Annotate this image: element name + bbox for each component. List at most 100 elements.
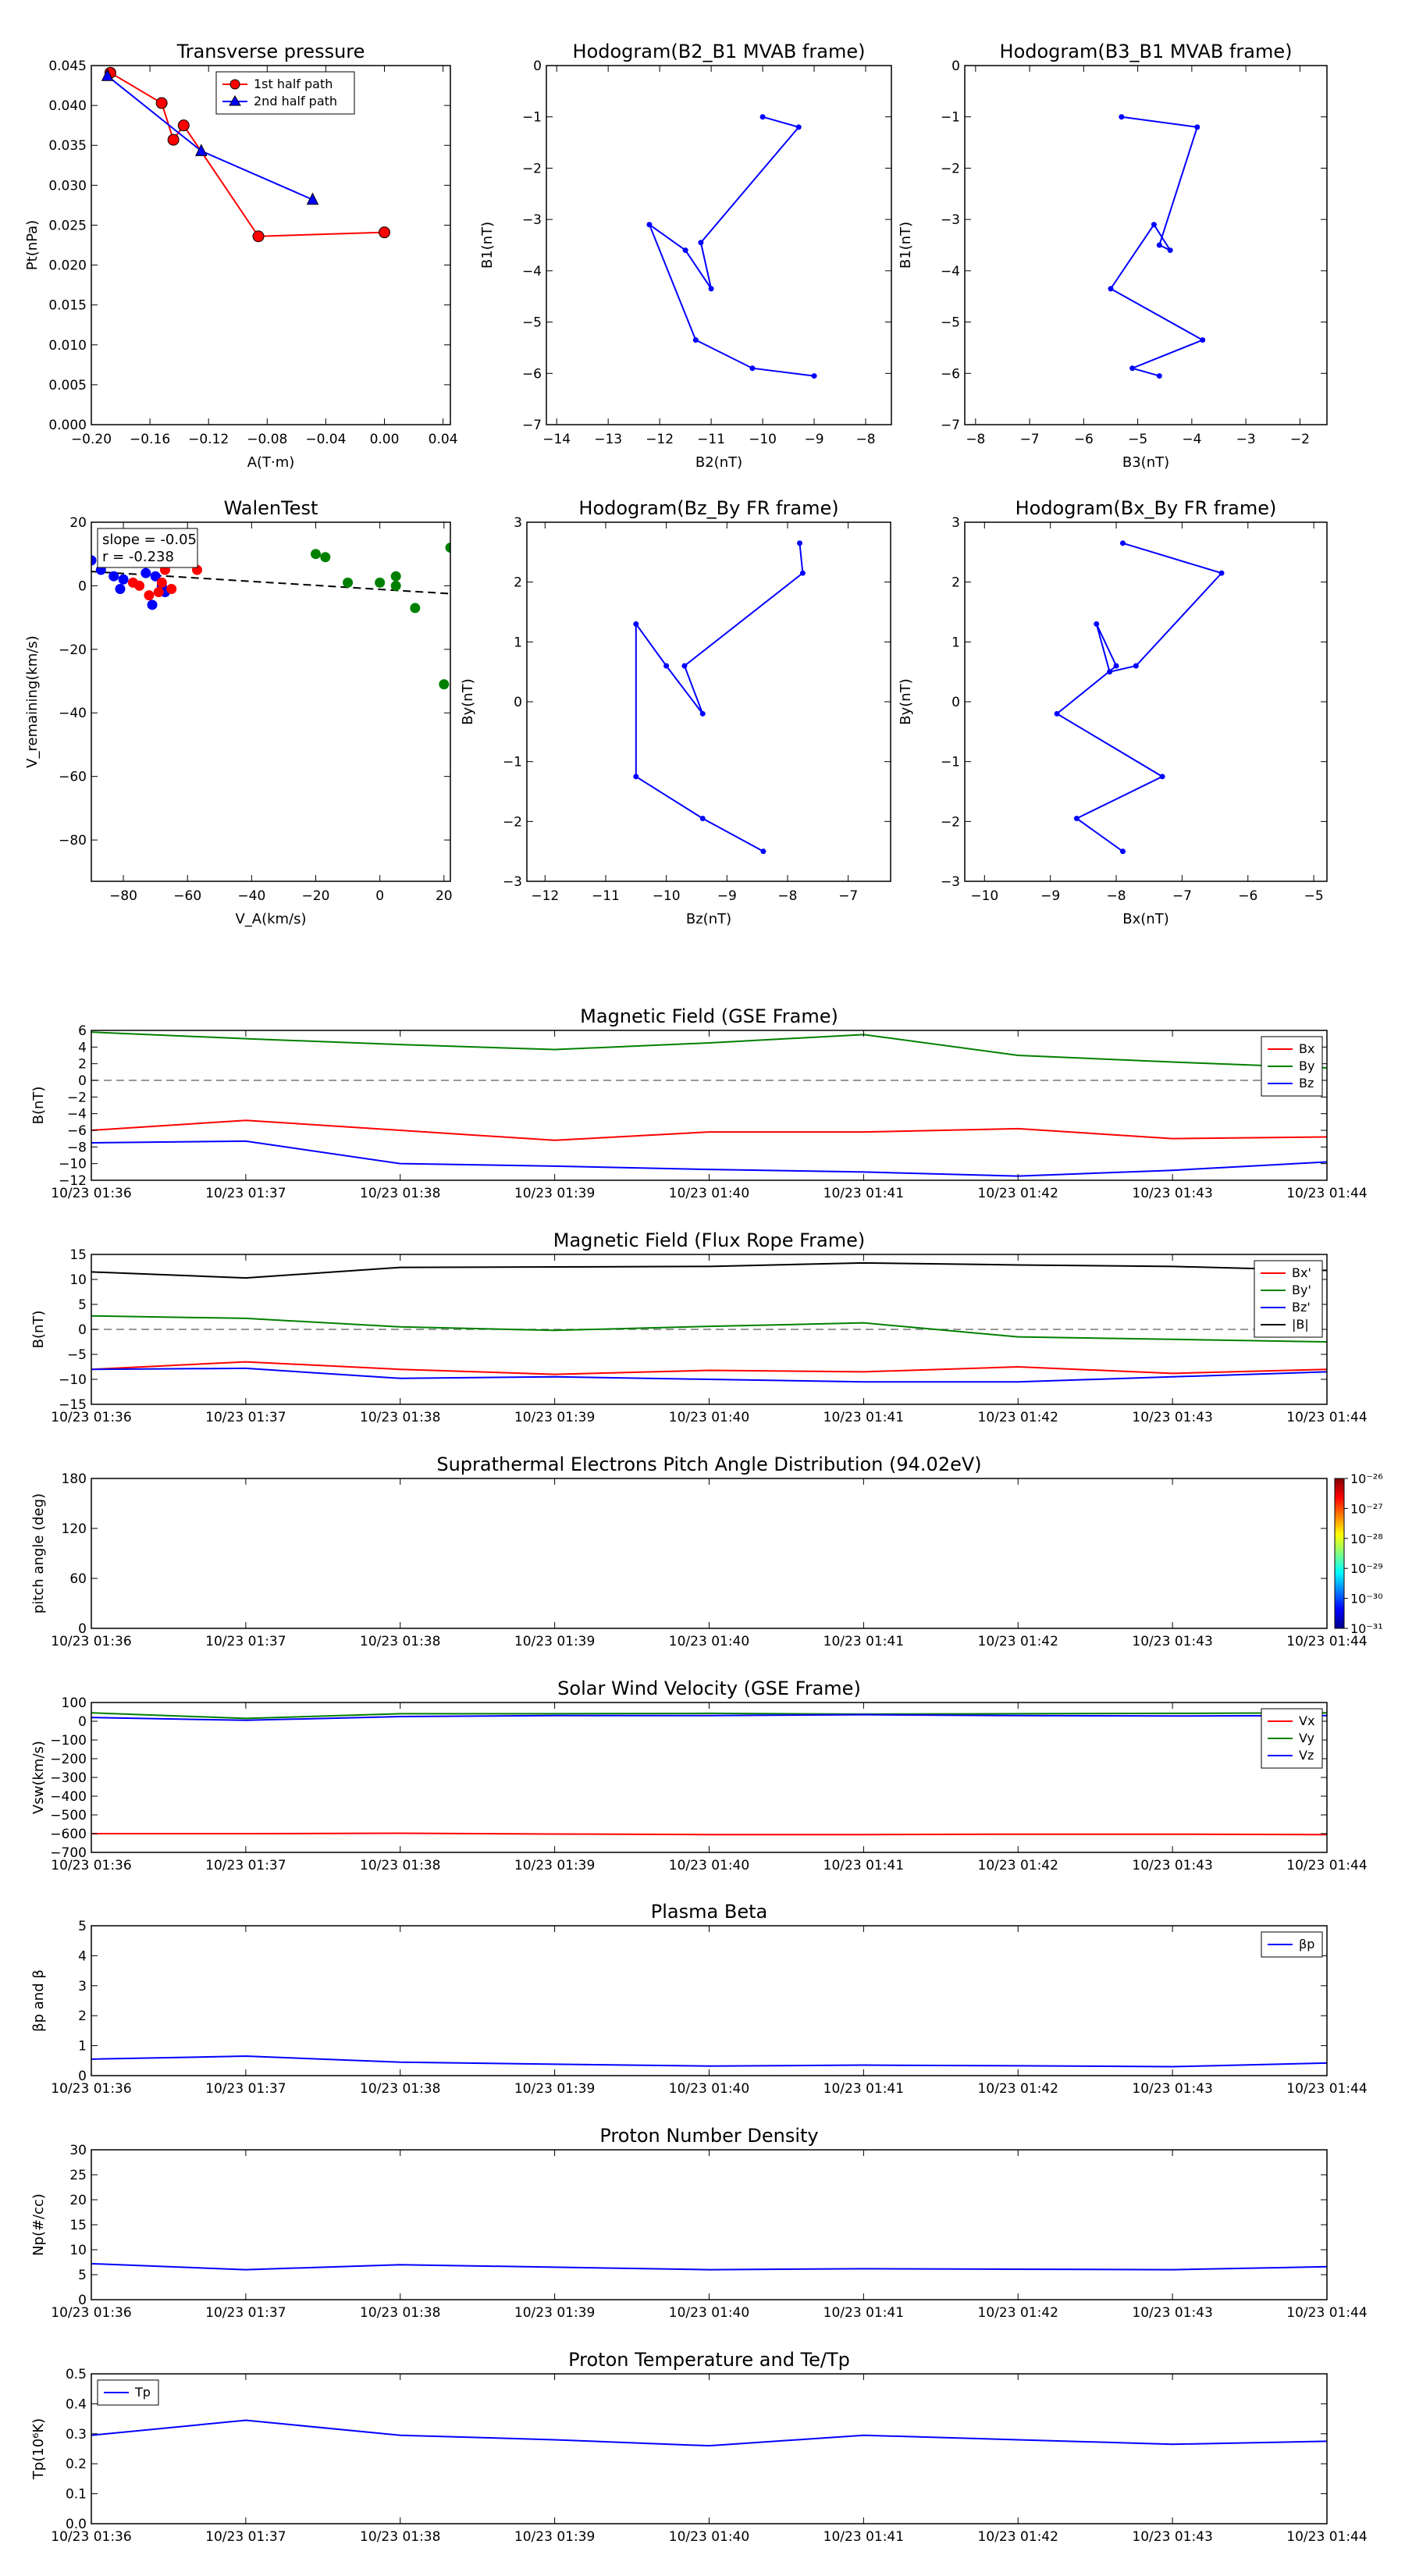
- transverse-pressure-marker: [252, 230, 265, 243]
- hodogram-b2-b1-series-0-line: [647, 116, 815, 377]
- colorbar-tick-label: 10⁻³⁰: [1350, 1592, 1383, 1606]
- hodogram-bx-by-ytick-label: 3: [951, 515, 960, 531]
- hodogram-b2-b1-marker: [708, 286, 714, 292]
- walen-test-point: [108, 571, 119, 582]
- sw-velocity-xtick-label: 10/23 01:42: [978, 1858, 1058, 1873]
- hodogram-b2-b1-marker: [698, 240, 704, 246]
- proton-temperature-xtick-label: 10/23 01:39: [514, 2529, 595, 2545]
- plasma-beta-xtick-label: 10/23 01:38: [360, 2081, 440, 2097]
- mag-field-fr-series-0-line: [91, 1361, 1327, 1375]
- mag-field-gse-ytick-label: 4: [78, 1040, 87, 1055]
- transverse-pressure-ytick-label: 0.035: [48, 138, 87, 154]
- mag-field-fr-data: [91, 1261, 1327, 1383]
- hodogram-bx-by-marker: [1119, 849, 1126, 855]
- sw-velocity-ytick-label: −600: [50, 1827, 87, 1842]
- hodogram-bx-by-xtick-label: −9: [1040, 888, 1060, 904]
- transverse-pressure-ytick-label: 0.015: [48, 298, 87, 314]
- sw-velocity-xtick-label: 10/23 01:36: [51, 1858, 131, 1873]
- mag-field-fr-xtick-label: 10/23 01:44: [1286, 1410, 1367, 1425]
- mag-field-fr-ytick-label: −5: [67, 1347, 87, 1363]
- hodogram-b3-b1-xtick-label: −8: [966, 432, 985, 447]
- mag-field-gse-data: [91, 1031, 1327, 1177]
- hodogram-bz-by-marker: [663, 663, 670, 669]
- walen-test-point: [445, 543, 450, 553]
- proton-temperature-xtick-label: 10/23 01:40: [669, 2529, 749, 2545]
- hodogram-bx-by-xlabel: Bx(nT): [1122, 911, 1168, 927]
- pitch-angle-ytick-label: 0: [78, 1621, 87, 1637]
- pitch-angle-frame: [91, 1478, 1328, 1629]
- sw-velocity-ylabel: Vsw(km/s): [30, 1741, 47, 1814]
- walen-test-xlabel: V_A(km/s): [235, 911, 306, 927]
- walen-test-point: [153, 587, 164, 598]
- hodogram-bz-by-ytick-label: 1: [514, 635, 522, 650]
- pitch-angle-xtick-label: 10/23 01:42: [978, 1634, 1058, 1649]
- plasma-beta-ytick-label: 1: [78, 2039, 87, 2055]
- hodogram-b2-b1-xtick-label: −11: [697, 432, 725, 447]
- walen-test-ytick-label: −80: [59, 833, 87, 849]
- transverse-pressure-ytick-label: 0.040: [48, 98, 87, 114]
- proton-temperature-xtick-label: 10/23 01:44: [1286, 2529, 1367, 2545]
- walen-test-point: [140, 568, 151, 578]
- walen-test-xtick-label: 20: [436, 888, 453, 904]
- hodogram-b3-b1-xlabel: B3(nT): [1122, 454, 1169, 471]
- hodogram-bz-by-xtick-label: −9: [717, 888, 737, 904]
- hodogram-b2-b1-xtick-label: −13: [594, 432, 622, 447]
- hodogram-b3-b1-marker: [1119, 114, 1125, 120]
- mag-field-fr-legend-label: Bx': [1292, 1265, 1311, 1280]
- hodogram-bz-by-series-0-line: [635, 543, 804, 852]
- sw-velocity-ytick-label: 100: [62, 1695, 87, 1711]
- mag-field-fr-xtick-label: 10/23 01:40: [669, 1410, 749, 1425]
- colorbar-tick-label: 10⁻²⁷: [1350, 1501, 1383, 1516]
- plasma-beta-data: [91, 2055, 1327, 2068]
- proton-temperature-ytick-label: 0.4: [66, 2396, 87, 2412]
- transverse-pressure-ytick-label: 0.000: [48, 418, 87, 433]
- hodogram-bx-by-series-0-line: [1055, 542, 1223, 852]
- chart-sw-velocity: Solar Wind Velocity (GSE Frame) −700 −600 −…: [30, 1678, 1368, 1873]
- hodogram-b3-b1-marker: [1194, 124, 1200, 130]
- hodogram-b2-b1-xtick-label: −9: [805, 432, 824, 447]
- hodogram-b3-b1-ytick-label: 0: [951, 59, 960, 74]
- hodogram-bz-by-marker: [799, 570, 806, 576]
- hodogram-bx-by-ytick-label: 0: [951, 695, 960, 710]
- mag-field-gse-xtick-label: 10/23 01:38: [360, 1186, 440, 1201]
- mag-field-fr-series-2-line: [91, 1367, 1327, 1383]
- walen-test-point: [166, 583, 177, 594]
- sw-velocity-xtick-label: 10/23 01:40: [669, 1858, 749, 1873]
- hodogram-bx-by-ytick-label: −3: [941, 874, 960, 890]
- proton-temperature-xtick-label: 10/23 01:41: [823, 2529, 904, 2545]
- walen-test-point: [439, 679, 450, 690]
- plasma-beta-xtick-label: 10/23 01:39: [514, 2081, 595, 2097]
- proton-density-ytick-label: 15: [69, 2218, 87, 2233]
- transverse-pressure-marker: [195, 144, 208, 156]
- hodogram-bz-by-data: [633, 540, 806, 855]
- mag-field-fr-xtick-label: 10/23 01:38: [360, 1410, 440, 1425]
- walen-test-title: WalenTest: [224, 497, 318, 519]
- mag-field-gse-legend-label: Bx: [1299, 1041, 1314, 1056]
- hodogram-b3-b1-marker: [1200, 337, 1206, 343]
- hodogram-b3-b1-title: Hodogram(B3_B1 MVAB frame): [1000, 41, 1293, 62]
- proton-density-xtick-label: 10/23 01:41: [823, 2305, 904, 2321]
- walen-test-ylabel: V_remaining(km/s): [24, 635, 41, 768]
- proton-density-xtick-label: 10/23 01:44: [1286, 2305, 1367, 2321]
- hodogram-b2-b1-frame: [546, 65, 892, 425]
- mag-field-gse-xtick-label: 10/23 01:40: [669, 1186, 749, 1201]
- hodogram-bx-by-ytick-label: −1: [941, 755, 960, 770]
- sw-velocity-ytick-label: −300: [50, 1770, 87, 1786]
- hodogram-bx-by-marker: [1133, 663, 1139, 669]
- sw-velocity-xtick-label: 10/23 01:43: [1132, 1858, 1212, 1873]
- pitch-angle-ytick-label: 60: [69, 1571, 87, 1587]
- transverse-pressure-xtick-label: −0.04: [305, 432, 346, 447]
- hodogram-bz-by-xtick-label: −11: [592, 888, 620, 904]
- proton-temperature-ytick-label: 0.2: [66, 2457, 87, 2472]
- transverse-pressure-xtick-label: −0.08: [247, 432, 287, 447]
- hodogram-b3-b1-xtick-label: −5: [1128, 432, 1147, 447]
- mag-field-fr-xtick-label: 10/23 01:37: [205, 1410, 286, 1425]
- chart-mag-field-gse: Magnetic Field (GSE Frame) −12−10 −8−6−4 −2…: [30, 1005, 1368, 1201]
- plasma-beta-xtick-label: 10/23 01:42: [978, 2081, 1058, 2097]
- hodogram-bx-by-marker: [1054, 710, 1060, 717]
- plasma-beta-xtick-label: 10/23 01:37: [205, 2081, 286, 2097]
- mag-field-fr-ytick-label: 10: [69, 1272, 87, 1288]
- plasma-beta-xtick-label: 10/23 01:41: [823, 2081, 904, 2097]
- walen-test-xtick-label: −80: [109, 888, 137, 904]
